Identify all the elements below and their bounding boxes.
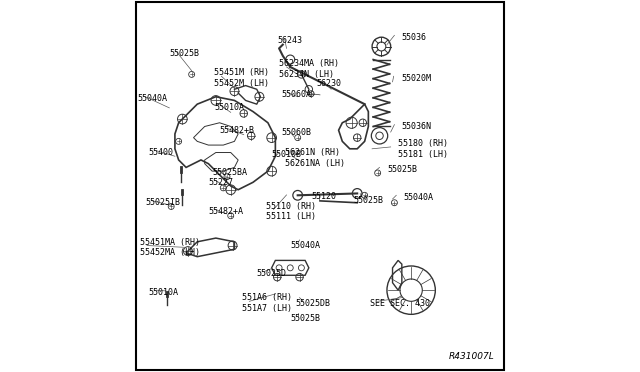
Text: 55025B: 55025B xyxy=(353,196,383,205)
Text: 551A6 (RH)
551A7 (LH): 551A6 (RH) 551A7 (LH) xyxy=(242,294,292,313)
Text: 55482+B: 55482+B xyxy=(220,126,255,135)
Text: 55025D: 55025D xyxy=(257,269,287,278)
Text: 55025DB: 55025DB xyxy=(296,299,331,308)
Text: 55036N: 55036N xyxy=(402,122,432,131)
Text: 55120: 55120 xyxy=(312,192,337,201)
Text: 55451MA (RH)
55452MA (LH): 55451MA (RH) 55452MA (LH) xyxy=(140,238,200,257)
Text: 55040A: 55040A xyxy=(138,94,168,103)
Text: 55060A: 55060A xyxy=(281,90,311,99)
Text: SEE SEC. 430: SEE SEC. 430 xyxy=(370,299,430,308)
Text: 55227: 55227 xyxy=(209,178,234,187)
Text: 55025IB: 55025IB xyxy=(145,198,180,207)
Text: 55036: 55036 xyxy=(402,33,427,42)
Text: 55025B: 55025B xyxy=(387,165,417,174)
Text: 55110 (RH)
55111 (LH): 55110 (RH) 55111 (LH) xyxy=(266,202,316,221)
Text: 55451M (RH)
55452M (LH): 55451M (RH) 55452M (LH) xyxy=(214,68,269,88)
Text: 55010B: 55010B xyxy=(271,150,301,159)
Text: 56243: 56243 xyxy=(277,36,302,45)
Text: 56234MA (RH)
56234N (LH): 56234MA (RH) 56234N (LH) xyxy=(279,59,339,78)
Text: 55010A: 55010A xyxy=(214,103,244,112)
Text: 56261N (RH)
56261NA (LH): 56261N (RH) 56261NA (LH) xyxy=(285,148,345,168)
Text: 55020M: 55020M xyxy=(401,74,431,83)
Text: 55040A: 55040A xyxy=(291,241,320,250)
Text: 56230: 56230 xyxy=(316,79,341,88)
Text: 55400: 55400 xyxy=(149,148,174,157)
Text: 55025B: 55025B xyxy=(291,314,320,323)
Text: 55482+A: 55482+A xyxy=(209,207,243,216)
Text: 55060B: 55060B xyxy=(281,128,311,137)
Text: 55025B: 55025B xyxy=(170,49,199,58)
Text: 55025BA: 55025BA xyxy=(212,169,247,177)
Text: 55040A: 55040A xyxy=(404,193,434,202)
Text: 55010A: 55010A xyxy=(149,288,179,296)
Text: 55180 (RH)
55181 (LH): 55180 (RH) 55181 (LH) xyxy=(398,139,448,158)
Text: R431007L: R431007L xyxy=(449,352,495,361)
